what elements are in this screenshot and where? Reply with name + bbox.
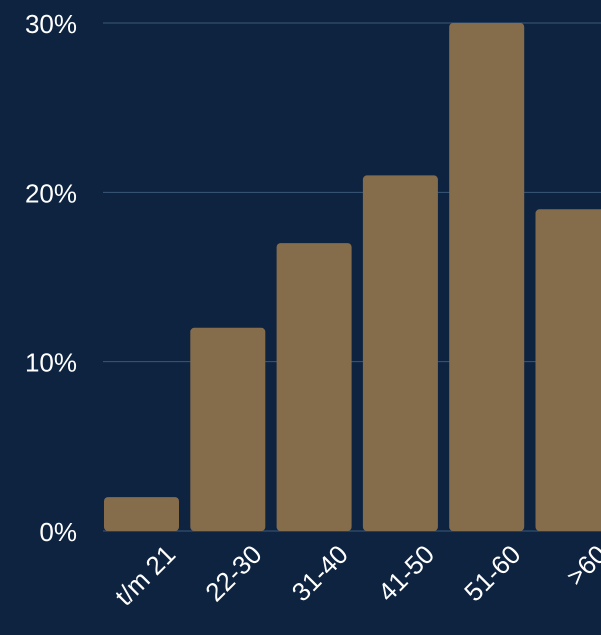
y-tick-label: 20%: [25, 178, 77, 208]
bar-2: [276, 243, 352, 531]
bars: [104, 23, 601, 531]
y-tick-label: 10%: [25, 348, 77, 378]
bar-1: [190, 327, 266, 531]
gridlines: [103, 22, 601, 532]
x-tick-label: >60: [560, 539, 601, 591]
x-tick-label: 51-60: [458, 539, 526, 607]
y-tick-label: 0%: [39, 517, 77, 547]
y-tick-label: 30%: [25, 9, 77, 39]
bar-0: [104, 497, 179, 531]
bar-4: [449, 23, 525, 531]
x-axis-tick-labels: t/m 21 22-30 31-40 41-50 51-60 >60: [109, 539, 601, 611]
x-tick-label: 41-50: [372, 539, 440, 607]
bar-5: [535, 209, 601, 531]
y-axis-tick-labels: 0% 10% 20% 30%: [25, 9, 77, 547]
x-tick-label: 31-40: [286, 539, 354, 607]
x-tick-label: 22-30: [199, 539, 267, 607]
bar-3: [362, 175, 438, 531]
x-tick-label: t/m 21: [109, 539, 181, 611]
